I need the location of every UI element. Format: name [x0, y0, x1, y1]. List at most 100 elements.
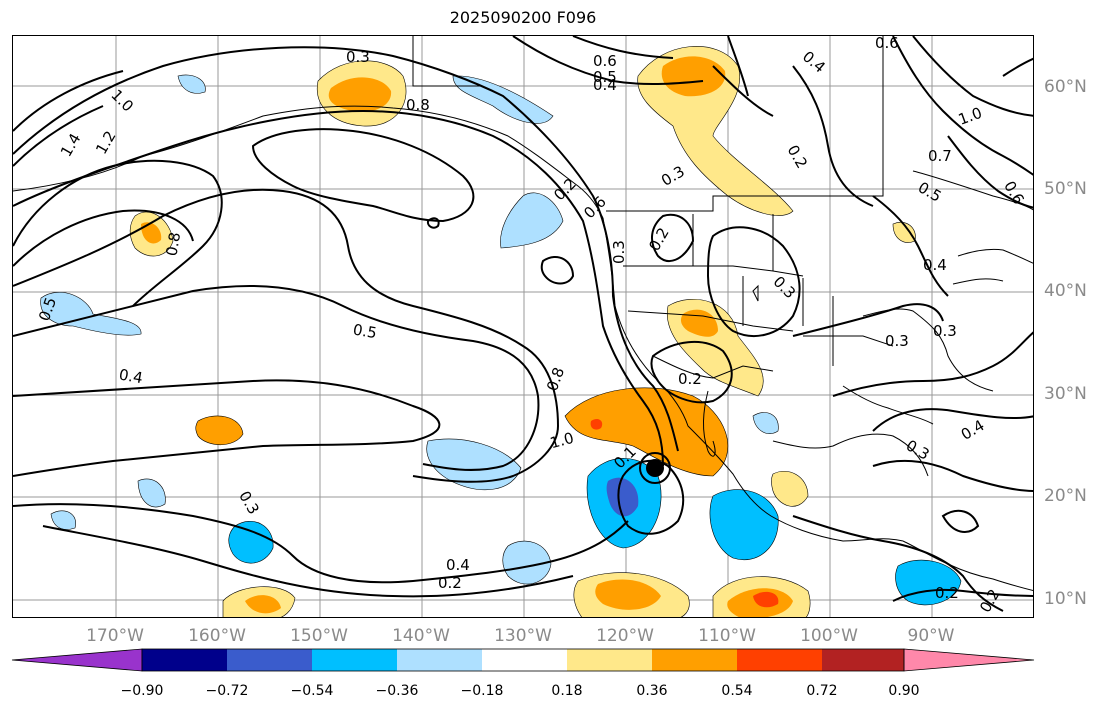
contour-12: [251, 128, 475, 223]
contour-8: [13, 159, 223, 307]
contour-label: 0.6: [1000, 178, 1028, 208]
contour-label: 0.3: [933, 322, 957, 340]
contour-label: 1.0: [548, 429, 576, 453]
contour-label: 0.4: [593, 76, 617, 94]
lat-label: 60°N: [1044, 77, 1087, 97]
contour-34: [727, 36, 749, 97]
contour-29: [947, 135, 1033, 209]
colorbar-tick-label: −0.72: [205, 683, 249, 699]
low-center-marker: [646, 459, 664, 477]
contour-label: 0.8: [406, 96, 430, 114]
contour-30: [792, 65, 874, 207]
contour-label: 0.4: [118, 365, 145, 387]
contour-17: [706, 226, 801, 337]
colorbar-segment: [482, 649, 567, 671]
field-negative-tropical-low-core: [606, 477, 639, 517]
field-negative-south-pacific: [709, 489, 779, 560]
lon-label: 110°W: [698, 626, 756, 646]
contour-14: [426, 217, 440, 229]
lon-label: 150°W: [290, 626, 348, 646]
contour-label: 1.2: [92, 128, 120, 158]
contour-21: [872, 408, 1033, 432]
contour-27: [1002, 57, 1033, 77]
contour-label: 0.4: [446, 556, 470, 574]
contour-label: 0.3: [885, 332, 909, 350]
lon-label: 100°W: [800, 626, 858, 646]
lat-label: 30°N: [1044, 384, 1087, 404]
field-positive-mexico: [771, 470, 809, 507]
colorbar-segment: [822, 649, 904, 671]
contour-9: [13, 209, 194, 267]
colorbar-segment: [142, 649, 227, 671]
field-negative-subtropical: [426, 438, 522, 491]
contour-label: 0.8: [162, 231, 184, 258]
contour-label: 0.3: [346, 48, 370, 66]
contour-11: [13, 105, 104, 167]
lon-label: 160°W: [188, 626, 246, 646]
contour-label: 0.6: [593, 52, 617, 70]
contour-19: [792, 303, 944, 337]
field-positive-canada-core: [661, 56, 726, 97]
contour-5: [13, 379, 441, 477]
colorbar-segment: [567, 649, 652, 671]
colorbar-tick-label: 0.18: [551, 683, 583, 699]
lat-label: 20°N: [1044, 486, 1087, 506]
field-negative-gulf-alaska: [452, 75, 554, 124]
colorbar: [11, 648, 1035, 672]
lon-label: 140°W: [392, 626, 450, 646]
contour-label: 0.3: [770, 273, 800, 303]
contour-20: [832, 331, 1033, 397]
field-negative-west: [228, 521, 274, 564]
field-positive-east-pacific-peak: [590, 418, 603, 430]
colorbar-tick-label: 0.90: [888, 683, 920, 699]
contour-33: [572, 36, 674, 59]
lon-label: 130°W: [494, 626, 552, 646]
field-positive-south-a-core: [595, 579, 661, 610]
shaded-fields: [40, 46, 962, 617]
contour-label: 0.3: [903, 436, 933, 464]
lon-label: 120°W: [596, 626, 654, 646]
lon-label: 90°W: [907, 626, 955, 646]
contour-32: [512, 36, 704, 86]
contour-28: [872, 195, 949, 297]
lon-label: 170°W: [86, 626, 144, 646]
field-negative-west-pacific: [40, 292, 142, 336]
contour-10: [13, 70, 124, 132]
colorbar-tick-label: −0.18: [460, 683, 504, 699]
colorbar-segment: [227, 649, 312, 671]
field-negative-hawaii: [137, 478, 166, 508]
contour-6: [13, 503, 629, 584]
map-canvas: 0.3 0.6 0.5 0.4 0.8 1.0 1.2 1.4 0.4 0.2 …: [13, 36, 1033, 617]
colorbar-tick-label: −0.90: [120, 683, 164, 699]
colorbar-segment: [652, 649, 737, 671]
contour-35: [941, 509, 980, 533]
map-panel[interactable]: 0.3 0.6 0.5 0.4 0.8 1.0 1.2 1.4 0.4 0.2 …: [12, 35, 1034, 618]
contour-3: [13, 188, 560, 483]
contour-label: 0.3: [610, 240, 628, 264]
contour-4: [13, 285, 540, 471]
contour-label: 0.5: [593, 68, 617, 86]
contour-label: 0.2: [935, 584, 959, 602]
contour-label: 0.6: [580, 193, 610, 223]
contour-label: 0.3: [658, 162, 688, 190]
contour-label: 0.2: [550, 175, 580, 205]
field-positive-baja-core: [680, 309, 718, 337]
lat-label: 40°N: [1044, 281, 1087, 301]
colorbar-tick-label: 0.36: [636, 683, 668, 699]
contour-25: [892, 36, 1033, 176]
field-positive-south-west-core: [245, 595, 281, 614]
contour-31: [712, 65, 774, 117]
contour-label: 0.3: [235, 488, 263, 518]
contour-label: 0.5: [915, 178, 945, 206]
colorbar-extend-high: [903, 648, 1035, 672]
contour-label: 0.2: [438, 574, 462, 592]
contour-2: [13, 109, 664, 467]
lat-label: 10°N: [1044, 589, 1087, 609]
contour-16: [651, 213, 695, 262]
page-title: 2025090200 F096: [449, 8, 597, 27]
contour-label: 0.8: [543, 365, 568, 394]
contour-26: [912, 36, 1033, 117]
contour-24: [892, 588, 1033, 602]
colorbar-outline: [141, 648, 905, 672]
contour-label: 0.2: [678, 370, 702, 388]
